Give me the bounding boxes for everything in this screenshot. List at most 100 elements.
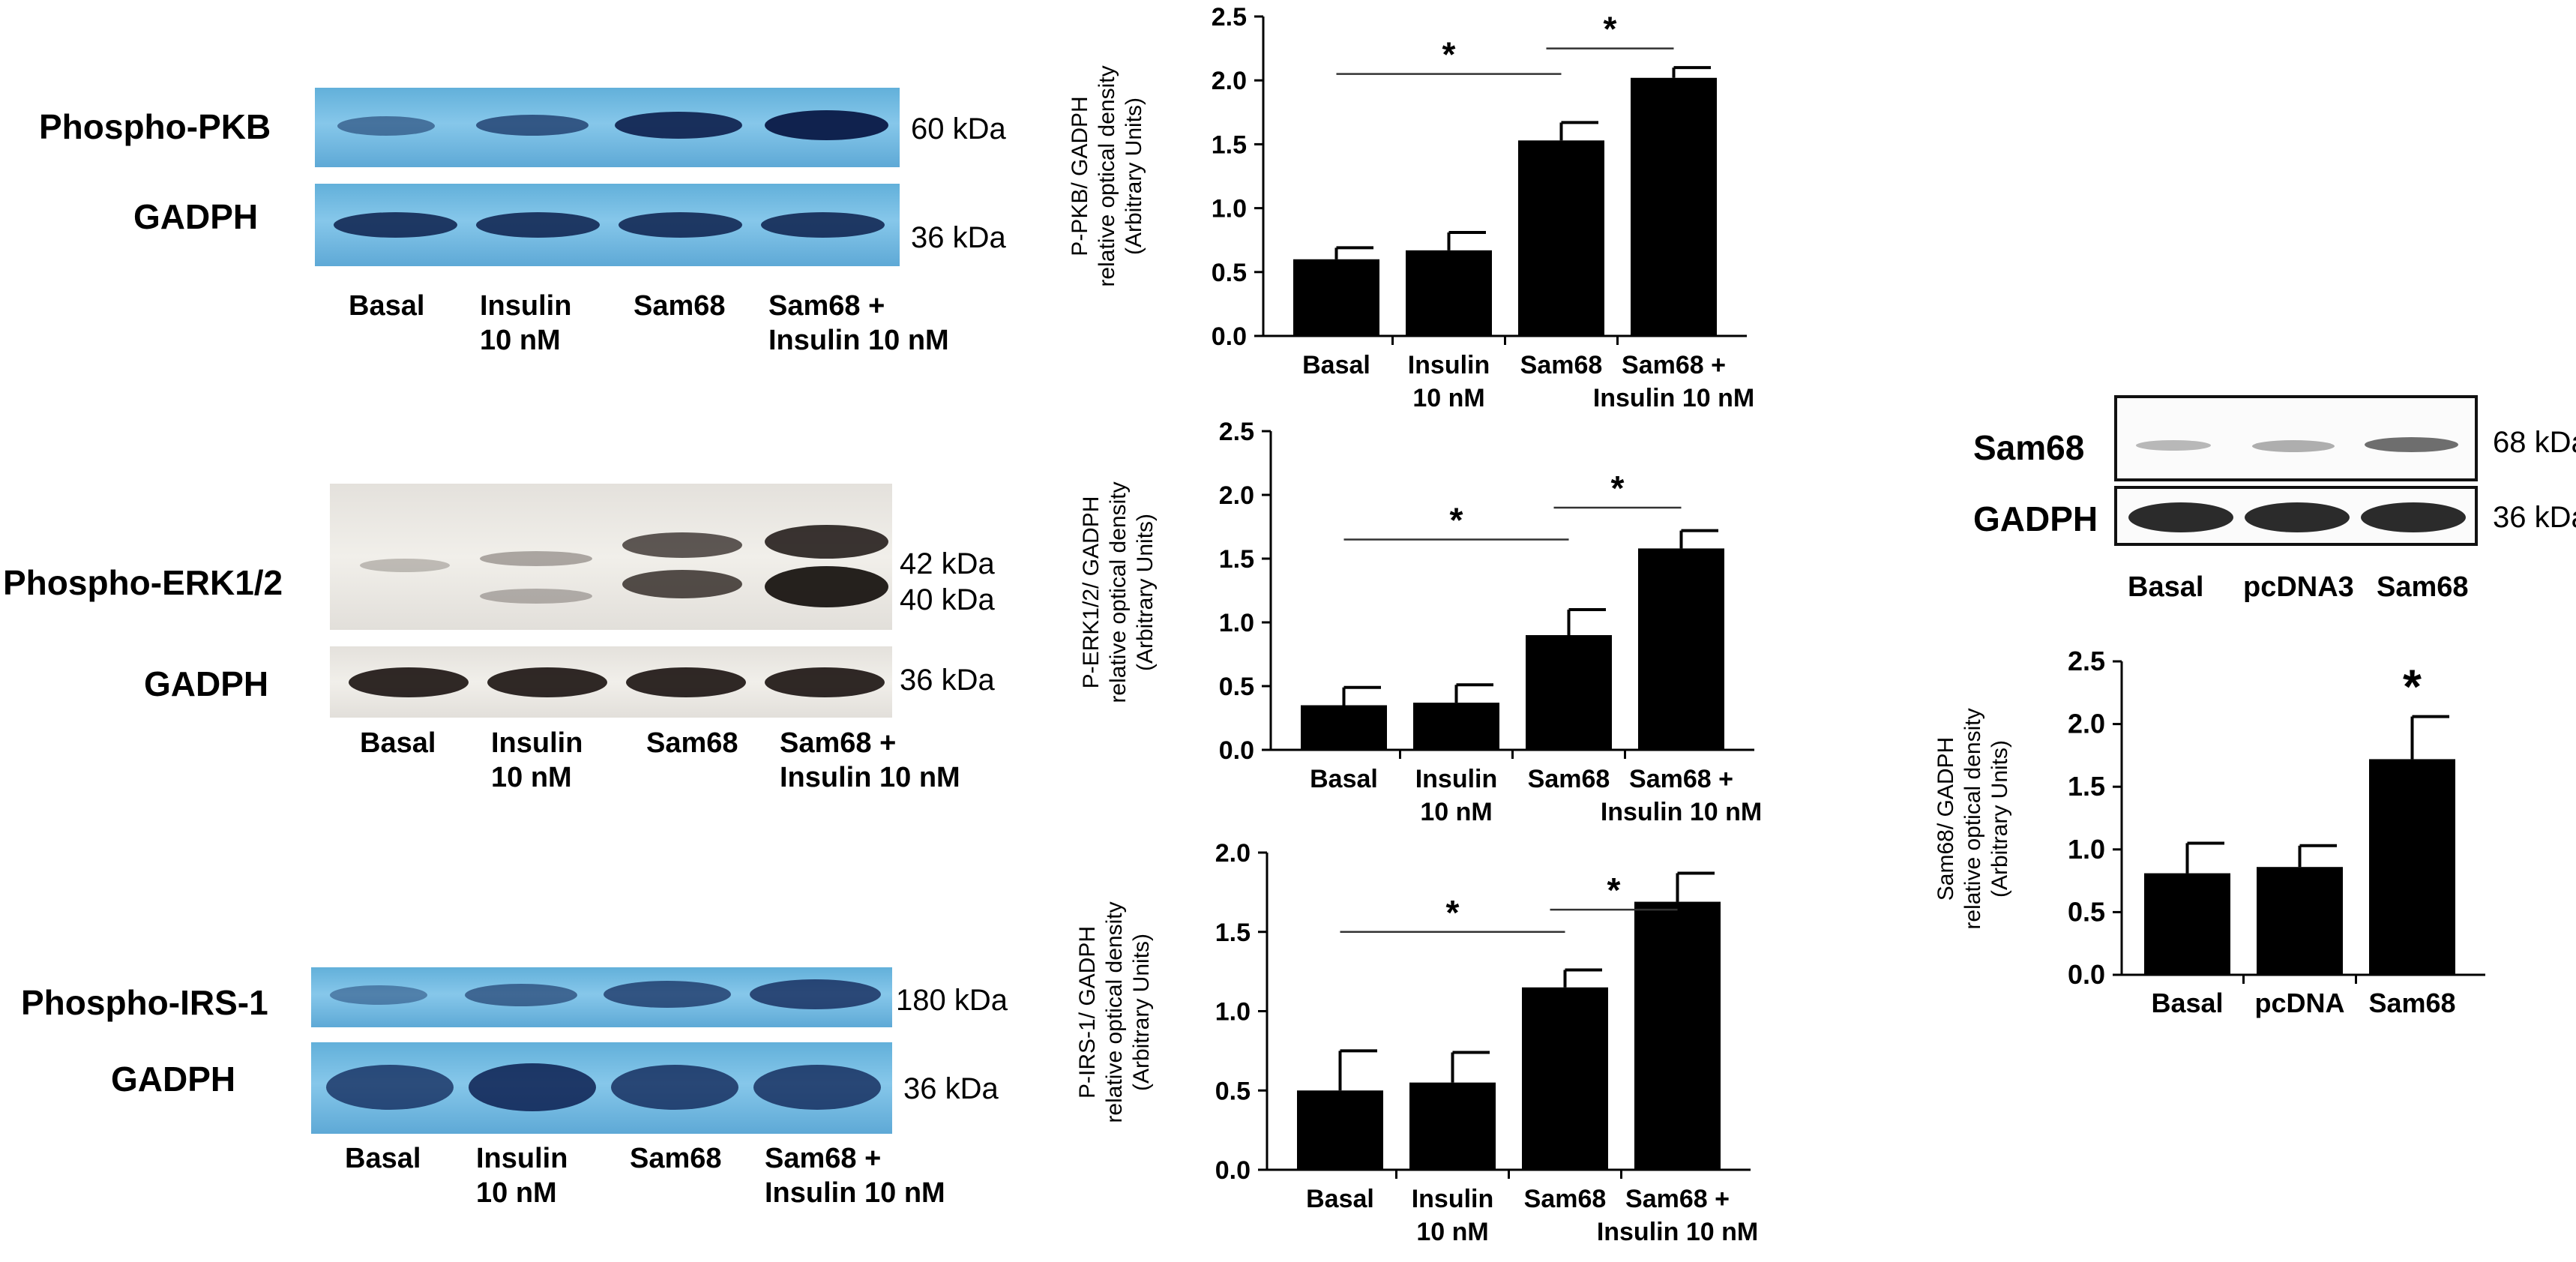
y-axis-label-line: relative optical density <box>1102 901 1127 1123</box>
blot-label-phospho-irs1: Phospho-IRS-1 <box>21 983 268 1022</box>
significance-star: * <box>1442 35 1456 74</box>
y-tick-label: 0.0 <box>2068 959 2105 990</box>
blot-label-gadph: GADPH <box>1973 499 2098 538</box>
y-axis-label: Sam68/ GADPH relative optical density (Arb… <box>1933 708 2012 929</box>
bar <box>1526 635 1612 750</box>
band <box>337 116 435 136</box>
band <box>626 667 746 697</box>
western-blot-gadph <box>315 184 900 266</box>
band <box>615 112 742 139</box>
y-tick-label: 2.0 <box>2068 709 2105 739</box>
y-axis-label-line: Sam68/ GADPH <box>1933 737 1958 901</box>
significance-star: * <box>1604 10 1617 49</box>
band <box>2245 502 2350 532</box>
lane-label: Sam68 <box>634 290 726 322</box>
significance-star: * <box>2403 660 2422 714</box>
x-tick-label: Sam68 + <box>1625 1185 1730 1213</box>
band <box>476 115 589 136</box>
blot-label-gadph: GADPH <box>133 197 259 236</box>
y-axis-label: P-IRS-1/ GADPH relative optical density (A… <box>1075 901 1154 1123</box>
x-tick-label: Insulin 10 nM <box>1597 1218 1758 1246</box>
lane-label: pcDNA3 <box>2243 571 2354 603</box>
y-tick-label: 2.5 <box>1219 418 1254 446</box>
bar <box>1406 250 1492 336</box>
band <box>360 559 450 572</box>
x-tick-label: 10 nM <box>1416 1218 1488 1246</box>
y-tick-label: 0.0 <box>1215 1156 1251 1185</box>
band <box>753 1065 881 1110</box>
band <box>2128 502 2233 532</box>
band <box>611 1065 738 1110</box>
bar <box>2144 873 2230 975</box>
y-axis-label: P-PKB/ GADPH relative optical density (Arb… <box>1068 65 1146 286</box>
y-tick-label: 0.0 <box>1212 322 1247 351</box>
kda-label: 40 kDa <box>900 583 995 616</box>
band <box>480 551 592 566</box>
band <box>465 984 577 1006</box>
y-axis-label-line: P-IRS-1/ GADPH <box>1075 926 1100 1099</box>
lane-label: Basal <box>349 290 425 322</box>
band <box>2361 502 2466 532</box>
x-tick-label: Basal <box>1302 351 1370 379</box>
bar <box>1297 1090 1383 1170</box>
band <box>487 667 607 697</box>
kda-label: 36 kDa <box>911 221 1006 254</box>
bar-chart-phospho-pkb: 0.0 0.5 1.0 1.5 2.0 2.5 P-PKB/ GADPH relative o… <box>1068 3 1754 412</box>
x-tick-label: Insulin <box>1415 765 1498 793</box>
y-axis-label-line: (Arbitrary Units) <box>1122 97 1146 255</box>
kda-label: 36 kDa <box>903 1072 999 1105</box>
bar <box>1638 548 1724 750</box>
band <box>765 566 888 607</box>
western-blot-phospho-irs1 <box>311 967 892 1027</box>
lane-label: Sam68 <box>2377 571 2469 603</box>
y-tick-label: 0.5 <box>1212 259 1247 287</box>
x-tick-label: Sam68 + <box>1629 765 1733 793</box>
lane-label: Sam68 <box>646 727 738 759</box>
lane-label: Basal <box>360 727 436 759</box>
y-axis-label-line: P-ERK1/2/ GADPH <box>1079 496 1104 689</box>
band <box>480 589 592 604</box>
x-tick-label: Insulin 10 nM <box>1601 798 1762 826</box>
y-tick-label: 1.5 <box>2068 771 2105 802</box>
kda-label: 36 kDa <box>2493 501 2576 534</box>
x-tick-label: Sam68 <box>1524 1185 1607 1213</box>
band <box>326 1065 454 1110</box>
y-axis-label-line: relative optical density <box>1106 481 1131 703</box>
band <box>604 981 731 1008</box>
blot-label-phospho-pkb: Phospho-PKB <box>39 107 271 146</box>
kda-label: 68 kDa <box>2493 426 2576 459</box>
x-tick-label: Insulin <box>1412 1185 1494 1213</box>
bar <box>2257 867 2343 975</box>
bar-chart-phospho-irs1: 0.0 0.5 1.0 1.5 2.0 P-IRS-1/ GADPH relative op… <box>1075 840 1758 1246</box>
x-tick-label: Insulin <box>1408 351 1490 379</box>
band <box>2365 437 2458 452</box>
y-tick-label: 2.5 <box>1212 3 1247 31</box>
x-tick-label: Basal <box>2151 988 2223 1018</box>
bar <box>1518 140 1604 336</box>
y-tick-label: 2.5 <box>2068 646 2105 676</box>
y-tick-label: 0.5 <box>1219 673 1254 701</box>
band <box>750 979 881 1009</box>
kda-label: 36 kDa <box>900 664 995 697</box>
blot-label-gadph: GADPH <box>111 1060 236 1099</box>
y-tick-label: 0.5 <box>2068 896 2105 927</box>
significance-star: * <box>1607 871 1621 910</box>
western-blot-gadph <box>2114 486 2478 546</box>
bar <box>1413 703 1499 750</box>
y-axis-label-line: P-PKB/ GADPH <box>1068 96 1092 256</box>
y-tick-label: 2.0 <box>1215 840 1251 868</box>
x-tick-label: Sam68 + <box>1622 351 1726 379</box>
blot-label-sam68: Sam68 <box>1973 428 2085 467</box>
x-tick-label: Basal <box>1306 1185 1374 1213</box>
western-blot-phospho-pkb <box>315 88 900 167</box>
x-tick-label: Sam68 <box>1520 351 1603 379</box>
y-tick-label: 1.0 <box>1219 609 1254 637</box>
y-tick-label: 0.0 <box>1219 736 1254 765</box>
kda-label: 42 kDa <box>900 547 995 580</box>
y-tick-label: 1.5 <box>1215 919 1251 947</box>
y-axis-label-line: (Arbitrary Units) <box>1133 514 1158 671</box>
band <box>2252 440 2335 452</box>
lane-label: Insulin 10 nM <box>476 1143 568 1209</box>
y-tick-label: 0.5 <box>1215 1077 1251 1105</box>
bar-chart-phospho-erk: 0.0 0.5 1.0 1.5 2.0 2.5 P-ERK1/2/ GADPH relativ… <box>1079 418 1762 826</box>
